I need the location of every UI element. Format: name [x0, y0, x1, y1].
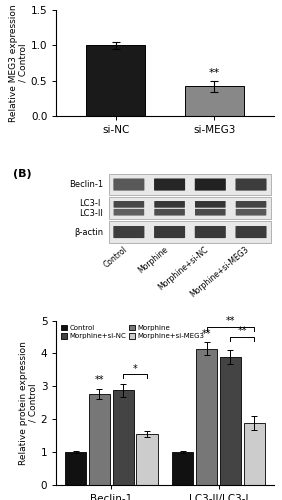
Text: β-actin: β-actin [74, 228, 103, 236]
Legend: Control, Morphine+si-NC, Morphine, Morphine+si-MEG3: Control, Morphine+si-NC, Morphine, Morph… [60, 324, 205, 340]
Text: Beclin-1: Beclin-1 [69, 180, 103, 189]
Text: (B): (B) [13, 169, 32, 179]
FancyBboxPatch shape [195, 201, 226, 207]
Bar [65, 452, 86, 485]
Text: **: ** [238, 326, 247, 336]
Text: LC3-I
LC3-II: LC3-I LC3-II [79, 198, 103, 218]
Text: **: ** [226, 316, 235, 326]
Y-axis label: Relative protein expression
/ Control: Relative protein expression / Control [19, 341, 38, 464]
FancyBboxPatch shape [113, 226, 144, 238]
FancyBboxPatch shape [195, 209, 226, 216]
FancyBboxPatch shape [154, 226, 185, 238]
FancyBboxPatch shape [154, 209, 185, 216]
FancyBboxPatch shape [236, 201, 266, 207]
Bar [89, 394, 110, 485]
Bar [244, 423, 265, 485]
FancyBboxPatch shape [235, 178, 266, 190]
Text: **: ** [209, 68, 220, 78]
FancyBboxPatch shape [154, 201, 185, 207]
Text: Morphine+si-MEG3: Morphine+si-MEG3 [189, 245, 251, 299]
Y-axis label: Relative MEG3 expression
/ Control: Relative MEG3 expression / Control [8, 4, 28, 122]
FancyBboxPatch shape [154, 178, 185, 190]
Bar [109, 174, 271, 196]
FancyBboxPatch shape [235, 226, 266, 238]
FancyBboxPatch shape [236, 209, 266, 216]
Bar [220, 357, 241, 485]
Text: *: * [133, 364, 138, 374]
FancyBboxPatch shape [113, 178, 144, 190]
FancyBboxPatch shape [195, 226, 226, 238]
Bar [109, 221, 271, 243]
FancyBboxPatch shape [114, 209, 144, 216]
Bar [109, 198, 271, 219]
FancyBboxPatch shape [195, 178, 226, 190]
Text: Control: Control [102, 245, 129, 270]
Bar [172, 452, 193, 485]
Bar [136, 434, 158, 485]
Bar [196, 348, 217, 485]
Text: **: ** [202, 328, 211, 338]
Text: **: ** [95, 376, 104, 386]
Bar [113, 390, 134, 485]
Bar [86, 46, 145, 116]
Bar [185, 86, 244, 116]
Text: Morphine+si-NC: Morphine+si-NC [157, 245, 210, 292]
FancyBboxPatch shape [114, 201, 144, 207]
Text: Morphine: Morphine [136, 245, 169, 275]
